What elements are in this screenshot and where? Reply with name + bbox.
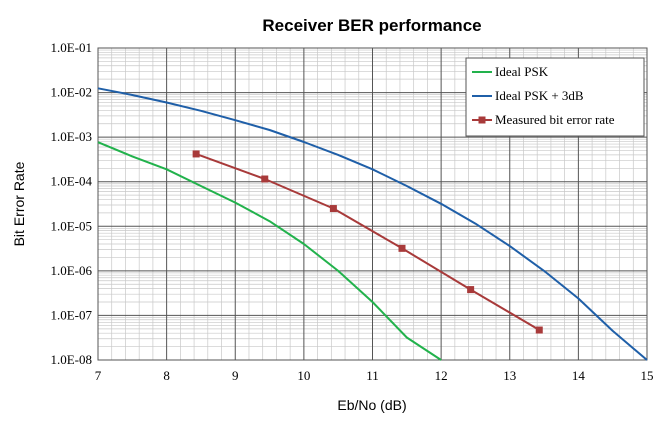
x-tick-label: 14 (572, 368, 586, 383)
data-point (192, 150, 200, 158)
legend-label: Ideal PSK (495, 64, 549, 79)
x-axis-label: Eb/No (dB) (337, 397, 406, 413)
legend-box (465, 57, 645, 137)
x-tick-label: 13 (503, 368, 516, 383)
y-tick-label: 1.0E-01 (50, 40, 92, 55)
data-point (398, 244, 406, 252)
x-tick-label: 15 (641, 368, 654, 383)
y-tick-label: 1.0E-02 (50, 85, 92, 100)
y-tick-label: 1.0E-03 (50, 129, 92, 144)
series-layer (97, 87, 648, 361)
y-axis-label: Bit Error Rate (11, 161, 27, 246)
y-tick-labels: 1.0E-01 1.0E-02 1.0E-03 1.0E-04 1.0E-05 1.0E-… (50, 40, 92, 367)
data-point (329, 205, 337, 213)
x-tick-labels: 7 8 9 10 11 12 13 14 15 (95, 368, 654, 383)
chart-title: Receiver BER performance (262, 16, 481, 35)
y-tick-label: 1.0E-07 (50, 307, 92, 322)
plot-area (97, 47, 648, 361)
series-line-2 (97, 87, 648, 361)
x-tick-label: 10 (297, 368, 310, 383)
y-tick-label: 1.0E-08 (50, 352, 92, 367)
legend: Ideal PSK Ideal PSK + 3dB Measured bit err… (465, 57, 645, 137)
y-tick-label: 1.0E-06 (50, 263, 92, 278)
y-tick-label: 1.0E-04 (50, 174, 92, 189)
series-line-3 (195, 152, 540, 331)
x-tick-label: 9 (232, 368, 239, 383)
x-tick-label: 12 (435, 368, 448, 383)
x-tick-label: 11 (366, 368, 379, 383)
data-point (467, 286, 475, 294)
legend-marker (478, 116, 486, 124)
x-tick-label: 7 (95, 368, 102, 383)
x-tick-label: 8 (163, 368, 170, 383)
series-line-1 (97, 141, 442, 361)
legend-label: Measured bit error rate (495, 112, 615, 127)
legend-label: Ideal PSK + 3dB (495, 88, 584, 103)
data-point (261, 175, 269, 183)
y-tick-label: 1.0E-05 (50, 218, 92, 233)
data-point (535, 326, 543, 334)
